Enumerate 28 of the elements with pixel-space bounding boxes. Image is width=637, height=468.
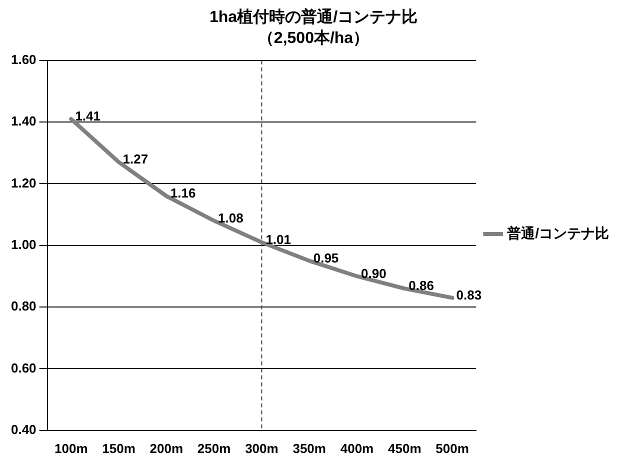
y-tick-label: 1.00 [10,236,36,252]
y-tick-label: 0.60 [10,360,36,376]
x-tick-label: 450m [388,440,422,456]
x-tick-label: 400m [340,440,374,456]
chart-subtitle: （2,500本/ha） [258,29,370,48]
data-label: 1.01 [266,232,292,247]
x-tick-label: 300m [245,440,278,456]
x-tick-label: 350m [292,440,326,456]
data-label: 1.27 [122,152,148,167]
data-label: 0.90 [360,266,386,281]
x-tick-label: 250m [197,440,231,456]
data-label: 0.86 [408,278,434,294]
y-tick-label: 1.40 [10,114,36,129]
chart-title: 1ha植付時の普通/コンテナ比 [209,7,418,26]
data-label: 1.08 [218,210,244,226]
x-tick-label: 200m [150,440,184,456]
data-label: 1.41 [75,108,100,124]
data-label: 0.95 [313,250,339,266]
y-tick-label: 0.40 [10,422,36,437]
x-tick-label: 500m [436,440,469,456]
y-tick-label: 1.60 [10,52,36,67]
data-label: 1.16 [170,186,196,201]
x-tick-label: 100m [54,440,88,456]
legend-label: 普通/コンテナ比 [506,224,609,241]
data-label: 0.83 [456,287,482,302]
y-tick-label: 1.20 [10,175,36,190]
x-tick-label: 150m [102,440,136,456]
y-tick-label: 0.80 [10,298,36,314]
